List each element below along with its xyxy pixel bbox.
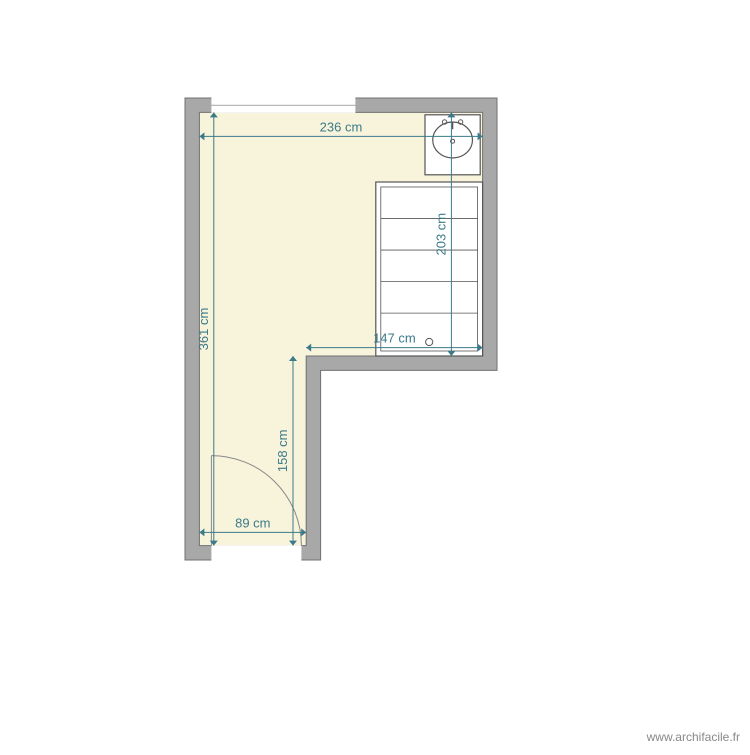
dim-label: 236 cm xyxy=(320,119,363,134)
dim-label: 89 cm xyxy=(235,515,270,530)
watermark-text: www.archifacile.fr xyxy=(647,730,740,744)
dim-label: 203 cm xyxy=(433,213,448,256)
floorplan-svg: 236 cm 361 cm 203 cm 147 cm 158 cm 89 cm xyxy=(0,0,750,750)
dim-label: 158 cm xyxy=(275,429,290,472)
floorplan-canvas: 236 cm 361 cm 203 cm 147 cm 158 cm 89 cm xyxy=(0,0,750,750)
dim-label: 147 cm xyxy=(373,331,416,346)
door-opening-bottom xyxy=(211,545,301,560)
dim-label: 361 cm xyxy=(196,308,211,351)
